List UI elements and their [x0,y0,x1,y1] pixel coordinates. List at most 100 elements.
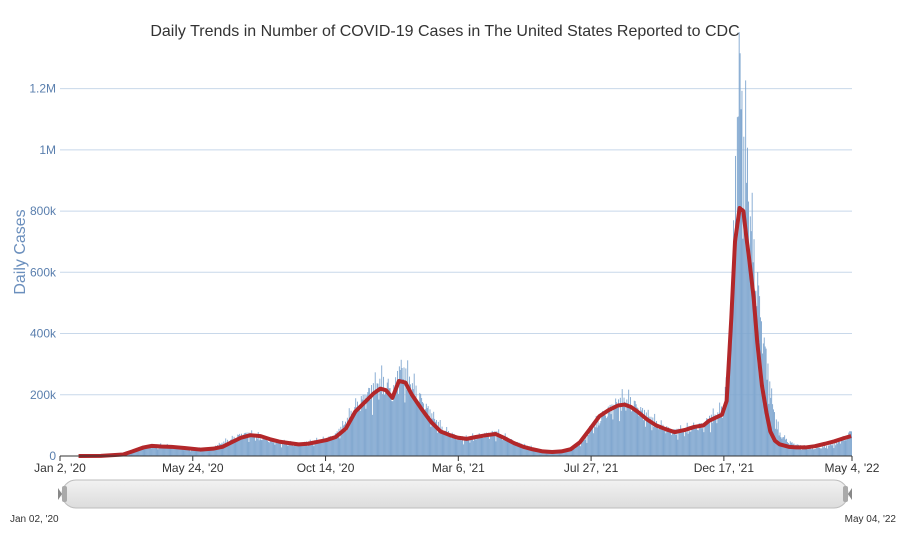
case-bar [464,440,466,456]
case-bar [339,438,341,456]
case-bar [245,432,247,456]
case-bar [771,388,773,456]
navigator-track[interactable] [61,479,849,509]
navigator-right-handle[interactable] [843,486,852,502]
case-bar [394,389,396,456]
case-bar [500,434,501,456]
case-bar [160,443,162,456]
case-bar [188,449,190,456]
case-bar [315,444,317,456]
case-bar [711,422,713,456]
case-bar [596,427,598,456]
case-bar [150,448,152,456]
case-bar [657,426,658,456]
case-bar [594,427,596,456]
case-bar [251,430,253,456]
case-bar [651,430,653,456]
x-axis: Jan 2, '20 May 24, '20 Oct 14, '20 Mar 6, '… [34,455,880,475]
case-bar [494,431,496,456]
case-bar [423,403,424,456]
case-bar [725,377,727,456]
case-bar [743,136,745,456]
case-bar [561,451,563,456]
navigator-left-handle[interactable] [58,486,67,502]
case-bar [639,412,641,456]
case-bar [724,386,726,456]
case-bar [211,446,213,456]
case-bar [575,445,577,456]
case-bar [384,392,386,456]
case-bar [349,422,351,456]
case-bar [518,442,520,456]
case-bar [275,441,277,456]
case-bar [657,429,659,456]
case-bar [609,404,611,456]
case-bar [646,417,648,456]
case-bar [837,443,839,456]
case-bar [417,400,419,456]
case-bar [513,441,514,456]
case-bar [217,445,219,456]
case-bar [627,403,629,456]
case-bar [546,451,548,456]
case-bar [132,451,134,456]
case-bar [840,440,842,456]
case-bar [478,433,480,456]
case-bar [661,427,663,456]
case-bar [350,410,352,456]
case-bar [257,432,259,456]
case-bar [498,429,500,456]
case-bar [850,431,852,456]
case-bar [324,438,326,456]
case-bar [615,398,617,456]
case-bar [400,359,402,456]
case-bar [787,442,788,456]
case-bar [495,441,497,456]
case-bar [418,403,420,456]
case-bar [141,448,143,456]
case-bar [140,447,142,456]
case-bar [138,449,140,456]
case-bar [180,446,182,456]
case-bar [843,440,845,456]
case-bar [320,440,322,456]
case-bar [658,425,660,456]
y-tick-label: 200k [30,388,57,402]
case-bar [761,353,763,456]
case-bar [490,433,492,456]
case-bar [519,445,521,456]
case-bar [731,288,733,456]
case-bar [210,448,212,456]
case-bar [841,440,843,456]
case-bar [293,445,295,456]
case-bar [477,435,479,456]
case-bar [351,416,353,456]
case-bar [408,386,410,456]
case-bar [553,451,554,456]
case-bar [229,440,231,456]
case-bar [753,239,755,456]
range-navigator[interactable]: Jan 02, '20 May 04, '22 [10,479,896,525]
case-bar [181,448,183,456]
case-bar [528,446,530,456]
case-bar [241,438,243,456]
case-bar [392,401,394,456]
case-bar [512,440,514,456]
case-bar [728,350,730,456]
case-bar [544,451,546,456]
case-bar [214,448,216,456]
case-bar [314,440,316,456]
case-bar [436,420,437,456]
case-bar [131,452,133,456]
case-bar [412,389,414,456]
case-bar [507,441,509,456]
case-bar [748,201,749,456]
case-bar [570,450,572,456]
case-bar [175,446,177,456]
case-bar [261,440,263,456]
case-bar [790,442,792,456]
case-bar [792,444,794,456]
case-bar [752,262,754,456]
case-bar [826,448,828,456]
case-bar [644,409,645,456]
